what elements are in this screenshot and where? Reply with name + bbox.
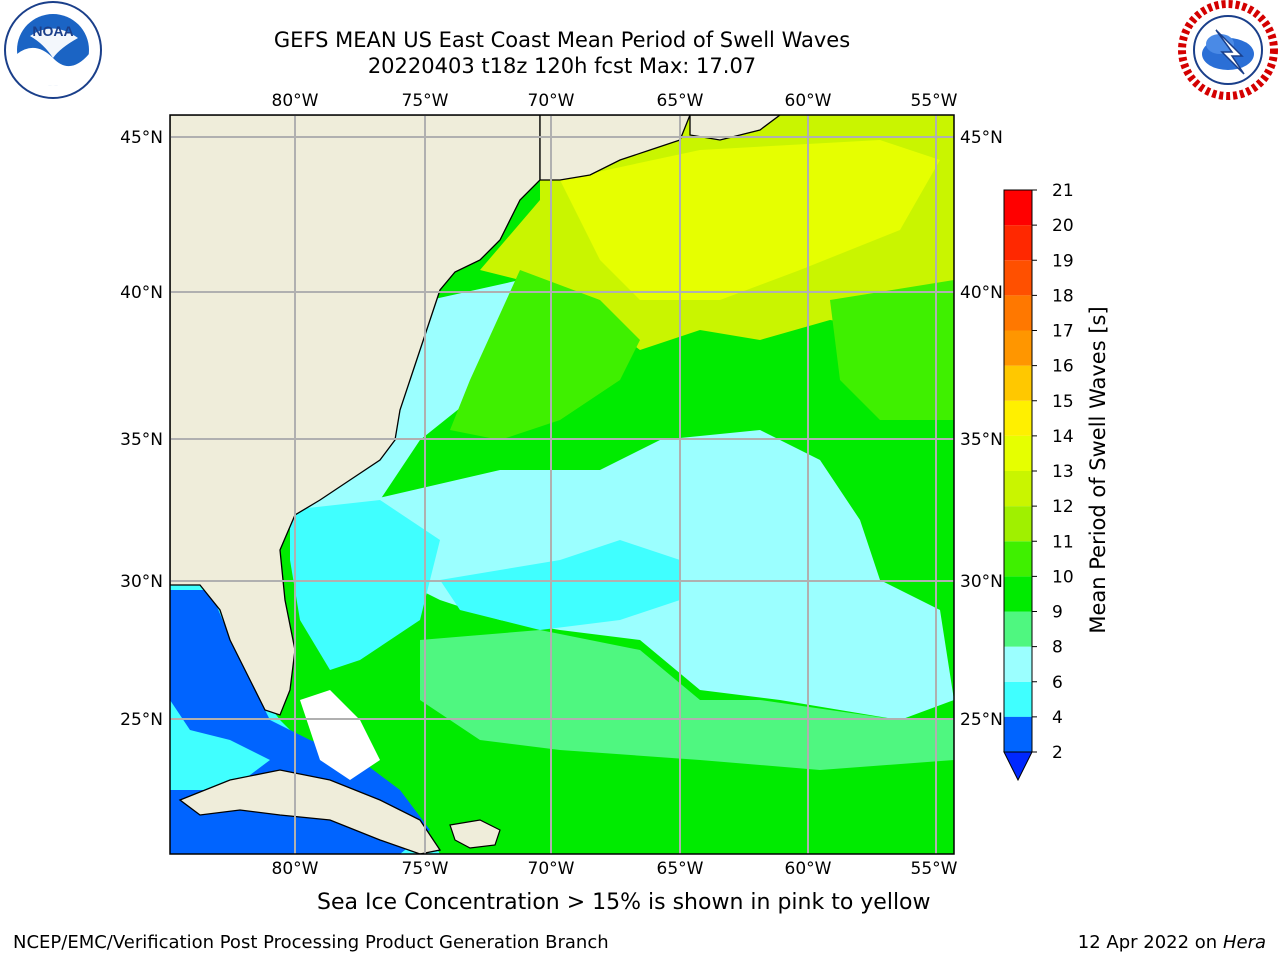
lon-tick-bottom: 60°W bbox=[785, 859, 832, 879]
swell-zone-7s-central bbox=[440, 540, 680, 630]
colorbar: 2 4 6 8 9 10 11 12 13 14 15 16 17 18 19 20 21 bbox=[1003, 181, 1074, 782]
colorbar-tick-label: 21 bbox=[1052, 181, 1074, 201]
swell-zone-7s-coastal bbox=[290, 500, 440, 670]
colorbar-tick-label: 4 bbox=[1052, 708, 1063, 728]
colorbar-tick-label: 18 bbox=[1052, 286, 1074, 306]
lon-tick-top: 75°W bbox=[402, 91, 449, 111]
lon-ticks-top: 80°W 75°W 70°W 65°W 60°W 55°W bbox=[272, 91, 958, 111]
colorbar-segment bbox=[1004, 646, 1032, 682]
lat-ticks-right: 45°N 40°N 35°N 30°N 25°N bbox=[960, 128, 1003, 730]
colorbar-tick-label: 20 bbox=[1052, 216, 1074, 236]
swell-zone-14s bbox=[560, 140, 940, 300]
colorbar-tick-label: 6 bbox=[1052, 673, 1063, 693]
footer-host: Hera bbox=[1222, 932, 1266, 953]
colorbar-segment bbox=[1004, 365, 1032, 401]
noaa-logo-text: NOAA bbox=[32, 23, 73, 39]
map-subtitle: 20220403 t18z 120h fcst Max: 17.07 bbox=[367, 54, 757, 78]
colorbar-segment bbox=[1004, 225, 1032, 261]
colorbar-segment bbox=[1004, 295, 1032, 331]
colorbar-tick-label: 14 bbox=[1052, 427, 1074, 447]
nws-logo bbox=[1178, 0, 1278, 100]
colorbar-segment bbox=[1004, 576, 1032, 612]
lon-tick-bottom: 80°W bbox=[272, 859, 319, 879]
colorbar-segment bbox=[1004, 260, 1032, 296]
colorbar-segment bbox=[1004, 506, 1032, 542]
colorbar-segment bbox=[1004, 190, 1032, 226]
north-america-land bbox=[170, 115, 541, 716]
lon-tick-bottom: 55°W bbox=[911, 859, 958, 879]
map-area bbox=[170, 115, 954, 854]
colorbar-segment bbox=[1004, 471, 1032, 507]
colorbar-tick-label: 2 bbox=[1052, 743, 1063, 763]
lat-tick-right: 40°N bbox=[960, 283, 1003, 303]
cuba-land bbox=[178, 769, 442, 854]
colorbar-tick-label: 15 bbox=[1052, 392, 1074, 412]
colorbar-segment bbox=[1004, 681, 1032, 717]
lon-tick-bottom: 65°W bbox=[657, 859, 704, 879]
map-grid bbox=[170, 115, 954, 854]
lat-tick-right: 35°N bbox=[960, 430, 1003, 450]
map-frame bbox=[169, 114, 955, 855]
colorbar-segment bbox=[1004, 435, 1032, 471]
colorbar-segment bbox=[1004, 611, 1032, 647]
lat-tick-right: 30°N bbox=[960, 572, 1003, 592]
masked-shallows bbox=[300, 690, 380, 780]
lon-tick-top: 70°W bbox=[528, 91, 575, 111]
hispaniola-land bbox=[449, 819, 501, 849]
colorbar-tick-label: 17 bbox=[1052, 322, 1074, 342]
footer-date: 12 Apr 2022 on Hera bbox=[1078, 932, 1266, 953]
colorbar-tick-label: 9 bbox=[1052, 603, 1063, 623]
colorbar-tick-label: 10 bbox=[1052, 567, 1074, 587]
lon-tick-top: 80°W bbox=[272, 91, 319, 111]
new-england-land bbox=[539, 115, 691, 181]
sea-ice-note: Sea Ice Concentration > 15% is shown in … bbox=[317, 890, 931, 915]
footer-credit: NCEP/EMC/Verification Post Processing Pr… bbox=[13, 932, 609, 953]
swell-zone-9s-south bbox=[420, 630, 954, 770]
colorbar-segment bbox=[1004, 330, 1032, 366]
lon-tick-bottom: 75°W bbox=[402, 859, 449, 879]
map-title: GEFS MEAN US East Coast Mean Period of S… bbox=[273, 28, 851, 52]
lat-tick-left: 40°N bbox=[120, 283, 163, 303]
lat-tick-left: 45°N bbox=[120, 128, 163, 148]
swell-zone-11s-east bbox=[830, 280, 954, 420]
lat-tick-left: 30°N bbox=[120, 572, 163, 592]
nova-scotia-land bbox=[689, 115, 782, 141]
lat-ticks-left: 45°N 40°N 35°N 30°N 25°N bbox=[120, 128, 163, 730]
lat-tick-left: 35°N bbox=[120, 430, 163, 450]
colorbar-segment bbox=[1004, 716, 1032, 752]
colorbar-tick-label: 13 bbox=[1052, 462, 1074, 482]
colorbar-segment bbox=[1004, 400, 1032, 436]
colorbar-label: Mean Period of Swell Waves [s] bbox=[1086, 306, 1110, 634]
colorbar-tick-label: 16 bbox=[1052, 357, 1074, 377]
lon-tick-top: 60°W bbox=[785, 91, 832, 111]
lat-tick-left: 25°N bbox=[120, 710, 163, 730]
colorbar-extend bbox=[1003, 751, 1033, 782]
footer-date-text: 12 Apr 2022 on bbox=[1077, 932, 1223, 953]
colorbar-tick-label: 11 bbox=[1052, 532, 1074, 552]
lon-tick-bottom: 70°W bbox=[528, 859, 575, 879]
lon-ticks-bottom: 80°W 75°W 70°W 65°W 60°W 55°W bbox=[272, 859, 958, 879]
noaa-logo: NOAA bbox=[4, 1, 102, 99]
swell-zone-11s-north bbox=[450, 270, 640, 440]
colorbar-tick-label: 12 bbox=[1052, 497, 1074, 517]
lon-tick-top: 55°W bbox=[911, 91, 958, 111]
colorbar-segment bbox=[1004, 541, 1032, 577]
colorbar-tick-label: 8 bbox=[1052, 638, 1063, 658]
lat-tick-right: 45°N bbox=[960, 128, 1003, 148]
lat-tick-right: 25°N bbox=[960, 710, 1003, 730]
colorbar-tick-label: 19 bbox=[1052, 251, 1074, 271]
lon-tick-top: 65°W bbox=[657, 91, 704, 111]
